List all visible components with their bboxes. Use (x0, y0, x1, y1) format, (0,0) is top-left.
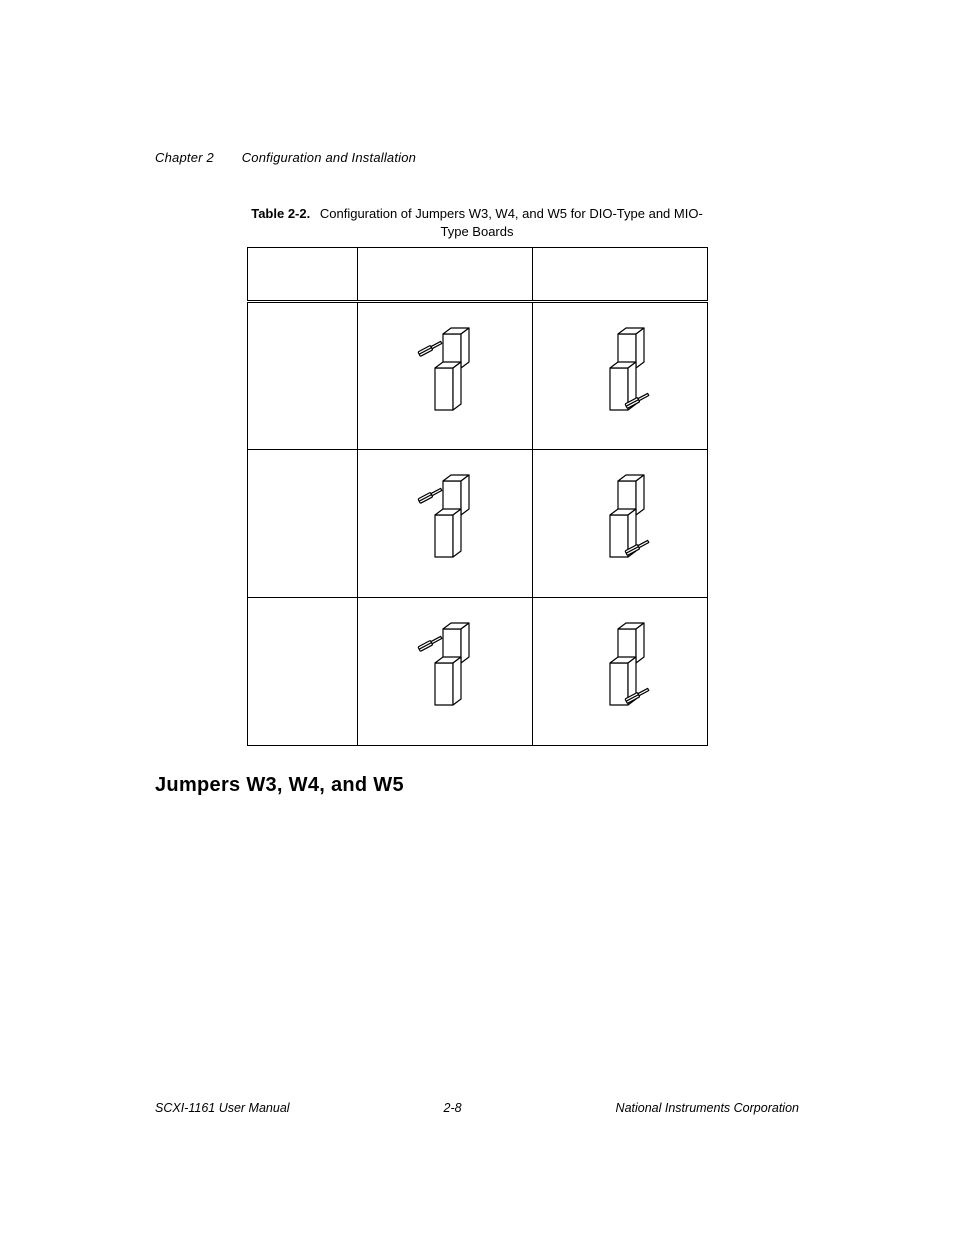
table-cell-label (247, 450, 357, 598)
chapter-title: Configuration and Installation (242, 150, 416, 165)
table-header-row (247, 248, 707, 302)
table-cell-diagram (532, 450, 707, 598)
table-row (247, 302, 707, 450)
jumper-icon (410, 619, 480, 719)
page: Chapter 2 Configuration and Installation… (0, 0, 954, 1235)
table-header-cell (247, 248, 357, 302)
table-header-cell (357, 248, 532, 302)
table-cell-diagram (357, 302, 532, 450)
jumper-config-table (247, 247, 708, 746)
jumper-icon (410, 324, 480, 424)
footer-left: SCXI-1161 User Manual (155, 1101, 290, 1115)
table-row (247, 450, 707, 598)
jumper-icon (585, 471, 655, 571)
table-cell-label (247, 302, 357, 450)
jumper-icon (410, 471, 480, 571)
footer-page-number: 2-8 (444, 1101, 462, 1115)
table-caption: Table 2-2. Configuration of Jumpers W3, … (242, 205, 712, 241)
table-cell-label (247, 598, 357, 746)
table-caption-label: Table 2-2. (251, 206, 310, 221)
table-cell-diagram (357, 598, 532, 746)
jumper-icon (585, 619, 655, 719)
running-header: Chapter 2 Configuration and Installation (155, 150, 799, 165)
table-row (247, 598, 707, 746)
table-cell-diagram (532, 302, 707, 450)
chapter-label: Chapter 2 (155, 150, 214, 165)
table-cell-diagram (532, 598, 707, 746)
footer-right: National Instruments Corporation (616, 1101, 799, 1115)
jumper-icon (585, 324, 655, 424)
page-footer: SCXI-1161 User Manual 2-8 National Instr… (155, 1101, 799, 1115)
section-heading: Jumpers W3, W4, and W5 (155, 774, 799, 797)
table-cell-diagram (357, 450, 532, 598)
table-caption-text: Configuration of Jumpers W3, W4, and W5 … (320, 206, 703, 239)
table-header-cell (532, 248, 707, 302)
